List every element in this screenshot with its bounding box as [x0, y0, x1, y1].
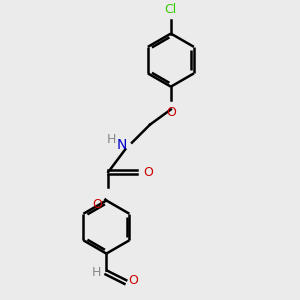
Text: O: O [143, 166, 153, 178]
Text: H: H [92, 266, 102, 279]
Text: N: N [117, 139, 127, 152]
Text: H: H [106, 133, 116, 146]
Text: O: O [128, 274, 138, 287]
Text: O: O [92, 198, 102, 211]
Text: O: O [166, 106, 176, 118]
Text: Cl: Cl [165, 4, 177, 16]
